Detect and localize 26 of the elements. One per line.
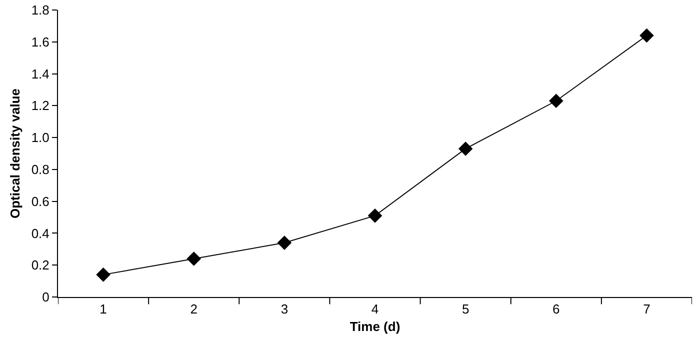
x-tick-label: 5: [462, 302, 470, 317]
y-axis-title: Optical density value: [7, 88, 22, 219]
x-tick-label: 3: [280, 302, 288, 317]
point: [458, 142, 473, 156]
y-tick-label: 1.2: [31, 98, 50, 114]
point: [96, 268, 110, 282]
x-tick-label: 6: [552, 302, 560, 317]
y-tick-label: 0.4: [31, 226, 50, 241]
y-tick-label: 1.0: [31, 130, 50, 146]
x-tick-label: 7: [643, 302, 650, 317]
y-tick-label: 1.6: [31, 34, 50, 50]
y-tick-label: 1.8: [31, 2, 50, 18]
x-tick-label: 1: [100, 302, 107, 317]
x-axis-title: Time (d): [350, 319, 400, 334]
point: [277, 236, 292, 250]
y-tick-label: 0.8: [31, 162, 50, 177]
point: [186, 252, 202, 266]
x-tick-label: 4: [371, 302, 379, 317]
point: [548, 94, 564, 108]
y-tick-label: 0: [42, 290, 50, 305]
x-tick-label: 2: [190, 302, 198, 317]
point: [640, 28, 654, 43]
y-tick-label: 1.4: [31, 66, 50, 82]
y-tick-label: 0.6: [31, 194, 50, 209]
y-tick-label: 0.2: [31, 258, 50, 273]
point: [368, 208, 382, 223]
